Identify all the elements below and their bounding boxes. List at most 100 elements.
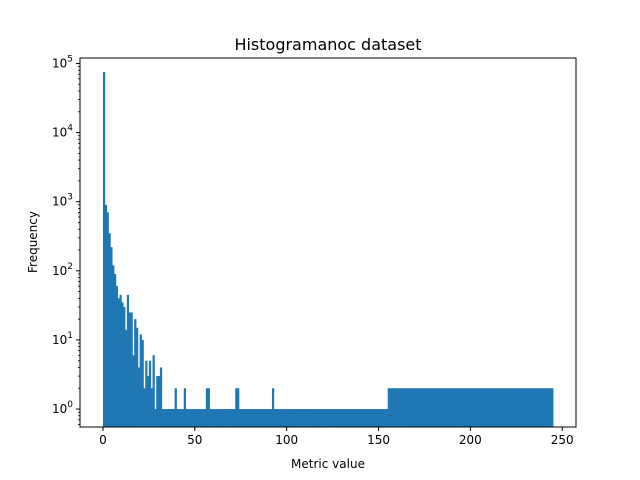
histogram-bar <box>413 388 416 427</box>
histogram-bar <box>226 409 229 427</box>
histogram-bar <box>418 388 422 427</box>
histogram-bar <box>518 388 521 427</box>
histogram-bar <box>266 409 269 427</box>
histogram-bar <box>387 388 390 427</box>
histogram-bar <box>141 339 144 427</box>
histogram-bar <box>286 409 289 427</box>
histogram-bar <box>152 355 155 427</box>
histogram-bar <box>532 388 536 427</box>
histogram-bar <box>174 388 177 427</box>
histogram-bar <box>216 409 220 427</box>
histogram-bar <box>508 388 512 427</box>
histogram-bar <box>148 360 152 427</box>
histogram-bar <box>466 388 469 427</box>
histogram-bar <box>170 409 174 427</box>
histogram-bar <box>501 388 504 427</box>
histogram-bar <box>220 409 223 427</box>
histogram-bar <box>488 388 491 427</box>
histogram-bar <box>273 409 277 427</box>
histogram-bar <box>406 388 409 427</box>
histogram-bar <box>485 388 488 427</box>
histogram-bar <box>316 409 319 427</box>
histogram-bar <box>207 388 210 427</box>
y-tick-label: 105 <box>52 54 73 70</box>
histogram-bar <box>516 388 519 427</box>
histogram-bar <box>183 388 187 427</box>
histogram-bar <box>507 388 510 427</box>
histogram-bar <box>246 409 249 427</box>
histogram-bar <box>343 409 346 427</box>
histogram-bar <box>102 72 106 428</box>
histogram-bar <box>159 367 163 427</box>
histogram-bar <box>204 409 207 427</box>
histogram-bar <box>240 409 243 427</box>
histogram-bar <box>185 409 188 427</box>
histogram-bar <box>474 388 477 427</box>
histogram-bar <box>303 409 306 427</box>
histogram-bar <box>549 388 552 427</box>
histogram-bar <box>336 409 339 427</box>
histogram-bar <box>213 409 216 427</box>
histogram-bar <box>398 388 401 427</box>
histogram-bar <box>299 409 302 427</box>
histogram-bar <box>196 409 199 427</box>
histogram-bar <box>446 388 449 427</box>
histogram-bar <box>540 388 543 427</box>
histogram-bar <box>161 409 164 427</box>
histogram-bar <box>284 409 288 427</box>
bars-group <box>102 72 554 428</box>
histogram-bar <box>301 409 304 427</box>
histogram-bar <box>156 376 159 427</box>
histogram-bar <box>373 409 376 427</box>
histogram-bar <box>158 376 161 427</box>
histogram-bar <box>227 409 231 427</box>
y-tick-label: 102 <box>52 262 73 278</box>
histogram-bar <box>143 388 146 427</box>
histogram-bar <box>249 409 253 427</box>
histogram-bar <box>536 388 539 427</box>
histogram-bar <box>187 409 190 427</box>
y-tick-label: 101 <box>52 331 73 347</box>
histogram-bar <box>165 409 168 427</box>
histogram-bar <box>176 409 179 427</box>
histogram-bar <box>172 409 176 427</box>
histogram-bar <box>527 388 530 427</box>
histogram-bar <box>477 388 480 427</box>
histogram-bar <box>457 388 460 427</box>
histogram-bar <box>369 409 372 427</box>
histogram-bar <box>530 388 534 427</box>
histogram-bar <box>108 233 111 427</box>
histogram-bar <box>117 298 120 427</box>
histogram-bar <box>497 388 501 427</box>
histogram-bar <box>523 388 526 427</box>
histogram-bar <box>192 409 196 427</box>
histogram-bar <box>545 388 548 427</box>
histogram-bar <box>384 409 387 427</box>
histogram-bar <box>288 409 291 427</box>
y-axis: 100 101 102 103 104 105 <box>52 54 80 425</box>
histogram-bar <box>264 409 267 427</box>
histogram-bar <box>169 409 172 427</box>
histogram-bar <box>323 409 326 427</box>
histogram-bar <box>417 388 420 427</box>
histogram-bar <box>354 409 357 427</box>
histogram-bar <box>378 409 381 427</box>
histogram-bar <box>113 273 117 427</box>
histogram-bar <box>112 265 115 427</box>
histogram-bar <box>295 409 299 427</box>
histogram-bar <box>547 388 550 427</box>
histogram-bar <box>231 409 234 427</box>
histogram-bar <box>297 409 300 427</box>
histogram-bar <box>341 409 345 427</box>
histogram-bar <box>257 409 260 427</box>
histogram-bar <box>327 409 330 427</box>
histogram-bar <box>521 388 525 427</box>
x-tick-label: 250 <box>551 433 574 447</box>
x-tick-label: 0 <box>99 433 107 447</box>
histogram-bar <box>529 388 532 427</box>
histogram-bar <box>244 409 247 427</box>
histogram-bar <box>435 388 438 427</box>
histogram-bar <box>468 388 471 427</box>
histogram-bar <box>380 409 383 427</box>
histogram-bar <box>400 388 403 427</box>
